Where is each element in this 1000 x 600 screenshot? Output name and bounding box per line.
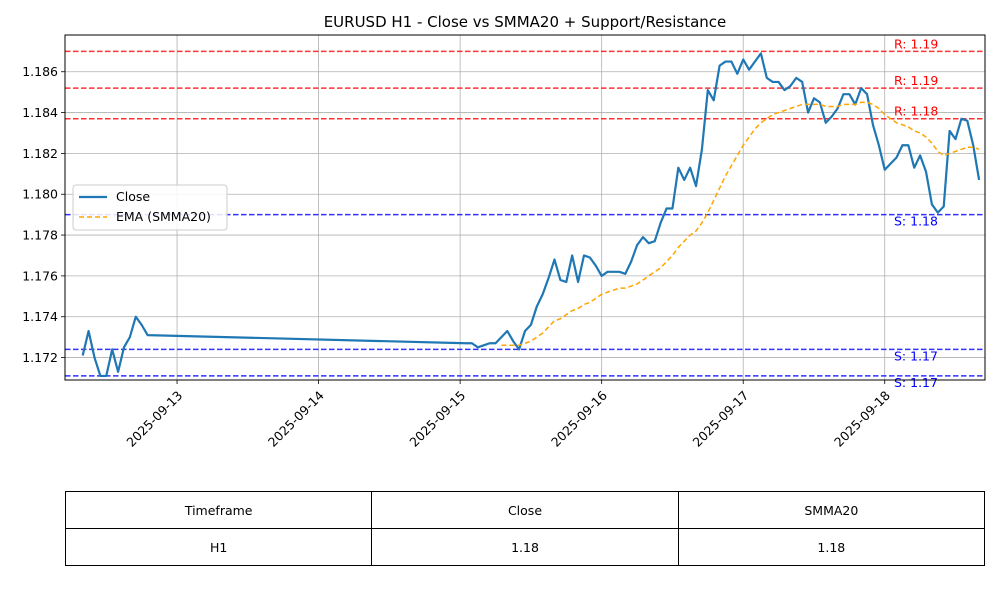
table-row: H1 1.18 1.18 — [64, 528, 986, 566]
y-tick-label: 1.178 — [22, 228, 58, 243]
axes: 1.172 1.174 1.176 1.178 1.180 1.182 1.184 1.186… — [22, 34, 986, 450]
legend: Close EMA (SMMA20) — [72, 184, 228, 231]
support-level-label: S: 1.18 — [894, 214, 938, 229]
table-cell: 1.18 — [677, 528, 986, 566]
support-level-label: S: 1.17 — [894, 375, 938, 390]
x-tick-label: 2025-09-14 — [265, 388, 327, 450]
x-tick-label: 2025-09-15 — [406, 388, 468, 450]
y-tick-label: 1.186 — [22, 64, 58, 79]
legend-box — [72, 184, 228, 231]
x-tick-label: 2025-09-16 — [548, 388, 610, 450]
support-level-label: S: 1.17 — [894, 348, 938, 363]
table-header-cell: Timeframe — [64, 491, 373, 529]
x-tick-label: 2025-09-13 — [123, 388, 185, 450]
resistance-level-label: R: 1.19 — [894, 36, 938, 51]
resistance-level-label: R: 1.19 — [894, 73, 938, 88]
close-line — [81, 52, 981, 378]
y-tick-label: 1.180 — [22, 187, 58, 202]
resistance-level-label: R: 1.18 — [894, 104, 938, 119]
plot-frame — [64, 34, 986, 381]
table-cell: H1 — [64, 528, 373, 566]
smma20-line — [501, 101, 980, 347]
y-tick-label: 1.174 — [22, 309, 58, 324]
y-tick-label: 1.172 — [22, 350, 58, 365]
y-tick-label: 1.176 — [22, 268, 58, 283]
table-cell: 1.18 — [371, 528, 679, 566]
chart-title: EURUSD H1 - Close vs SMMA20 + Support/Re… — [324, 13, 727, 31]
grid — [65, 35, 985, 380]
legend-close-label: Close — [116, 189, 150, 204]
x-tick-label: 2025-09-18 — [831, 388, 893, 450]
legend-smma-label: EMA (SMMA20) — [116, 209, 211, 224]
chart: EURUSD H1 - Close vs SMMA20 + Support/Re… — [22, 13, 986, 450]
series — [81, 52, 981, 378]
table-header-row: Timeframe Close SMMA20 — [64, 491, 986, 529]
y-tick-label: 1.184 — [22, 105, 58, 120]
x-tick-label: 2025-09-17 — [690, 388, 752, 450]
summary-table: Timeframe Close SMMA20 H1 1.18 1.18 — [64, 491, 986, 566]
table-header-cell: SMMA20 — [677, 491, 986, 529]
y-tick-label: 1.182 — [22, 146, 58, 161]
table-header-cell: Close — [371, 491, 679, 529]
